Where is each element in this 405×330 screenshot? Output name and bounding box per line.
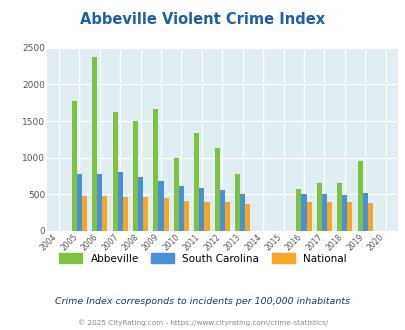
Bar (153, 109, 158, 231)
Bar (306, 202, 311, 231)
Text: Crime Index corresponds to incidents per 100,000 inhabitants: Crime Index corresponds to incidents per… (55, 297, 350, 306)
Bar (234, 174, 240, 231)
Bar (316, 183, 321, 231)
Bar (117, 172, 122, 231)
Text: Abbeville Violent Crime Index: Abbeville Violent Crime Index (80, 12, 325, 26)
Bar (296, 188, 301, 231)
Bar (214, 148, 219, 231)
Bar (173, 158, 179, 231)
Bar (112, 112, 117, 231)
Bar (138, 177, 143, 231)
Bar (341, 195, 347, 231)
Bar (204, 202, 209, 231)
Bar (72, 101, 77, 231)
Bar (367, 203, 372, 231)
Bar (179, 186, 183, 231)
Bar (132, 121, 138, 231)
Text: © 2025 CityRating.com - https://www.cityrating.com/crime-statistics/: © 2025 CityRating.com - https://www.city… (78, 319, 327, 326)
Bar (245, 204, 250, 231)
Bar (97, 174, 102, 231)
Bar (326, 202, 331, 231)
Bar (183, 201, 189, 231)
Bar (158, 181, 163, 231)
Bar (77, 174, 82, 231)
Bar (301, 194, 306, 231)
Bar (224, 202, 229, 231)
Bar (336, 182, 341, 231)
Bar (240, 194, 245, 231)
Bar (362, 193, 367, 231)
Bar (357, 161, 362, 231)
Bar (347, 202, 352, 231)
Bar (102, 196, 107, 231)
Bar (122, 197, 128, 231)
Bar (82, 196, 87, 231)
Bar (321, 194, 326, 231)
Bar (92, 57, 97, 231)
Bar (194, 133, 199, 231)
Bar (199, 188, 204, 231)
Bar (143, 197, 148, 231)
Bar (219, 190, 224, 231)
Bar (163, 198, 168, 231)
Legend: Abbeville, South Carolina, National: Abbeville, South Carolina, National (56, 250, 349, 267)
